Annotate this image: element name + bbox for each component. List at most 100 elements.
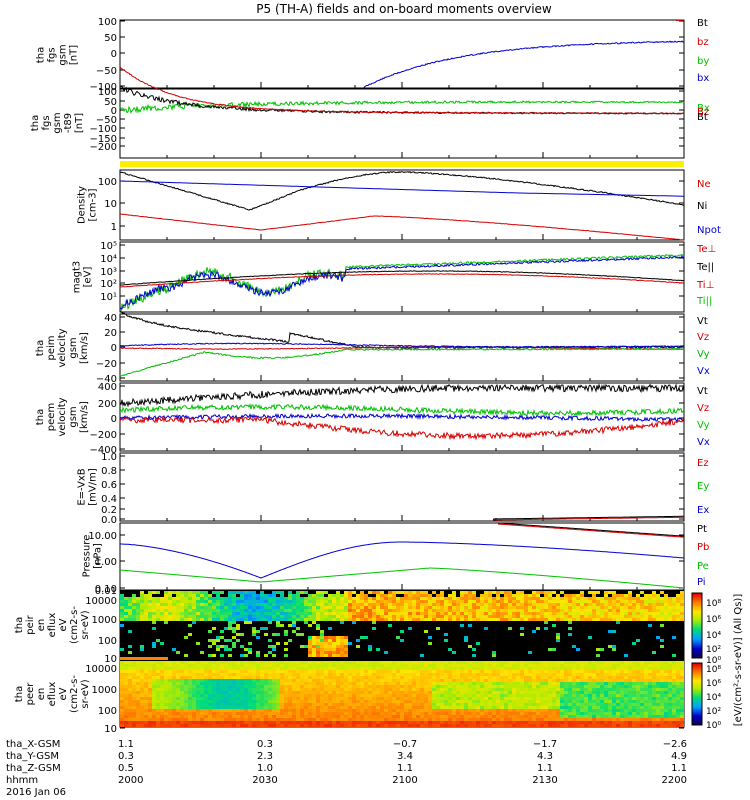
spectrogram-cell <box>668 636 672 639</box>
spectrogram-cell <box>676 679 680 682</box>
panel-frame <box>119 382 685 452</box>
spectrogram-cell <box>260 682 264 685</box>
spectrogram-cell <box>392 661 396 664</box>
spectrogram-cell <box>416 667 420 670</box>
spectrogram-cell <box>216 679 220 682</box>
spectrogram-cell <box>608 591 612 594</box>
spectrogram-cell <box>228 594 232 597</box>
spectrogram-cell <box>372 612 376 615</box>
spectrogram-cell <box>332 639 336 642</box>
spectrogram-cell <box>248 664 252 667</box>
spectrogram-cell <box>148 630 152 633</box>
spectrogram-cell <box>480 682 484 685</box>
spectrogram-cell <box>672 654 676 657</box>
y-axis-label: Density[cm-3] <box>77 186 99 224</box>
spectrogram-cell <box>536 627 540 630</box>
spectrogram-cell <box>360 639 364 642</box>
spectrogram-cell <box>480 624 484 627</box>
spectrogram-cell <box>244 603 248 606</box>
spectrogram-cell <box>424 630 428 633</box>
legend-ne: Ne <box>697 179 711 190</box>
spectrogram-cell <box>604 630 608 633</box>
spectrogram-cell <box>564 603 568 606</box>
spectrogram-cell <box>516 609 520 612</box>
spectrogram-cell <box>380 594 384 597</box>
spectrogram-cell <box>256 651 260 654</box>
spectrogram-cell <box>372 594 376 597</box>
spectrogram-cell <box>592 661 596 664</box>
spectrogram-cell <box>660 661 664 664</box>
spectrogram-cell <box>412 606 416 609</box>
spectrogram-cell <box>620 648 624 651</box>
legend-vy: Vy <box>697 349 710 360</box>
spectrogram-cell <box>300 636 304 639</box>
spectrogram-cell <box>676 612 680 615</box>
spectrogram-cell <box>216 600 220 603</box>
spectrogram-cell <box>192 615 196 618</box>
spectrogram-cell <box>200 633 204 636</box>
spectrogram-cell <box>552 654 556 657</box>
spectrogram-cell <box>240 673 244 676</box>
spectrogram-cell <box>244 633 248 636</box>
spectrogram-cell <box>332 670 336 673</box>
spectrogram-cell <box>312 654 316 657</box>
spectrogram-cell <box>572 685 576 688</box>
spectrogram-cell <box>528 645 532 648</box>
spectrogram-cell <box>444 609 448 612</box>
spectrogram-cell <box>268 609 272 612</box>
spectrogram-cell <box>356 627 360 630</box>
spectrogram-cell <box>260 661 264 664</box>
spectrogram-cell <box>260 642 264 645</box>
spectrogram-cell <box>656 606 660 609</box>
spectrogram-cell <box>432 612 436 615</box>
spectrogram-cell <box>496 657 500 660</box>
spectrogram-cell <box>460 618 464 621</box>
spectrogram-cell <box>172 639 176 642</box>
spectrogram-cell <box>472 670 476 673</box>
spectrogram-cell <box>228 679 232 682</box>
spectrogram-cell <box>340 645 344 648</box>
y-tick-label: 50 <box>104 97 117 108</box>
spectrogram-cell <box>416 600 420 603</box>
spectrogram-cell <box>604 679 608 682</box>
spectrogram-cell <box>620 673 624 676</box>
spectrogram-cell <box>372 664 376 667</box>
trace-pb <box>497 523 685 538</box>
spectrogram-cell <box>492 688 496 691</box>
spectrogram-cell <box>524 654 528 657</box>
spectrogram-cell <box>268 639 272 642</box>
spectrogram-cell <box>368 609 372 612</box>
spectrogram-cell <box>648 618 652 621</box>
spectrogram-cell <box>508 685 512 688</box>
spectrogram-cell <box>132 667 136 670</box>
spectrogram-cell <box>188 642 192 645</box>
spectrogram-cell <box>524 630 528 633</box>
spectrogram-cell <box>580 633 584 636</box>
spectrogram-cell <box>252 591 256 594</box>
spectrogram-cell <box>580 612 584 615</box>
spectrogram-cell <box>368 639 372 642</box>
spectrogram-cell <box>680 600 684 603</box>
spectrogram-cell <box>184 612 188 615</box>
spectrogram-cell <box>180 615 184 618</box>
spectrogram-cell <box>412 673 416 676</box>
spectrogram-cell <box>436 606 440 609</box>
spectrogram-cell <box>208 618 212 621</box>
spectrogram-cell <box>188 594 192 597</box>
spectrogram-cell <box>416 618 420 621</box>
spectrogram-cell <box>196 642 200 645</box>
spectrogram-cell <box>252 654 256 657</box>
spectrogram-cell <box>204 639 208 642</box>
spectrogram-cell <box>560 624 564 627</box>
spectrogram-cell <box>612 636 616 639</box>
spectrogram-cell <box>620 627 624 630</box>
spectrogram-cell <box>488 597 492 600</box>
spectrogram-cell <box>188 606 192 609</box>
spectrogram-cell <box>620 621 624 624</box>
spectrogram-cell <box>128 633 132 636</box>
spectrogram-cell <box>464 624 468 627</box>
spectrogram-cell <box>580 603 584 606</box>
spectrogram-cell <box>668 600 672 603</box>
spectrogram-cell <box>396 606 400 609</box>
spectrogram-cell <box>472 639 476 642</box>
